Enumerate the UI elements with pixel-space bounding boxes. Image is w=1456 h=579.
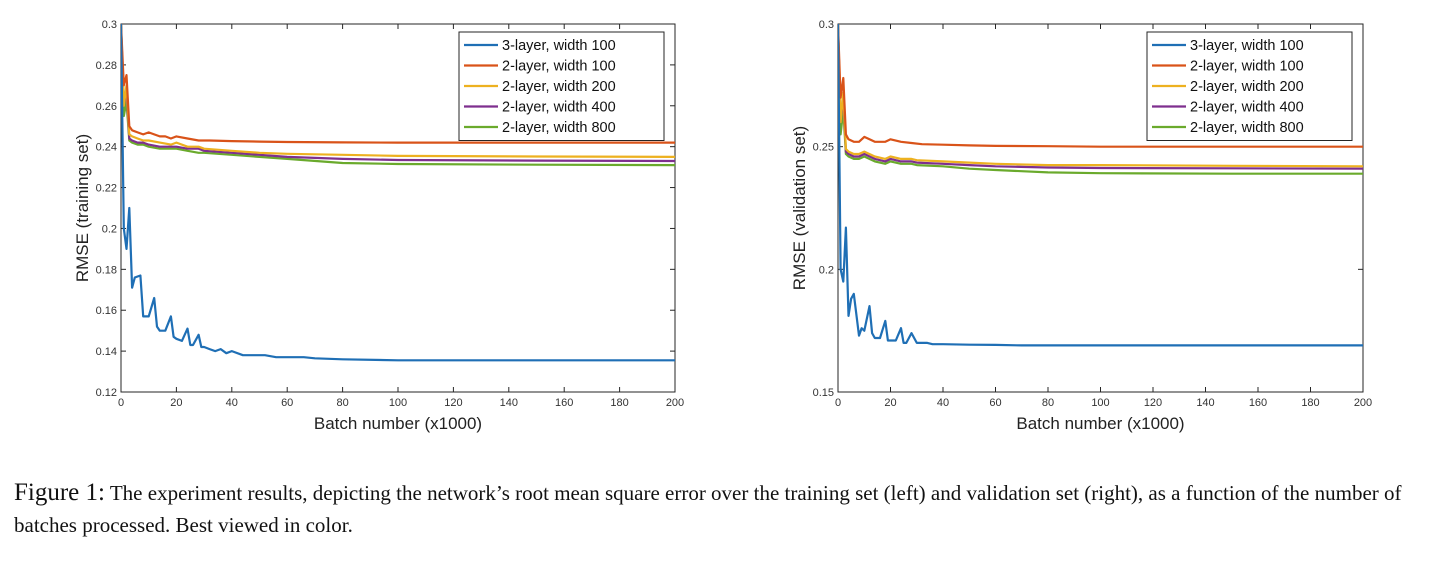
legend-entry: 2-layer, width 100: [502, 59, 616, 75]
y-tick-label: 0.3: [819, 19, 834, 31]
series-line-1: [838, 24, 1363, 148]
series-line-0: [838, 24, 1363, 347]
x-tick-label: 120: [444, 397, 462, 409]
series-lines: [121, 24, 675, 362]
training-rmse-chart: 0 20 40 60 80 100 120 140 160 180 200 0.12 0.14 0.16 0…: [73, 19, 684, 433]
series-line-4: [838, 24, 1363, 175]
y-axis-label: RMSE (validation set): [790, 126, 809, 290]
legend-entry: 3-layer, width 100: [1190, 38, 1304, 54]
x-axis-label: Batch number (x1000): [1016, 414, 1184, 433]
x-tick-label: 20: [884, 397, 896, 409]
x-tick-label: 20: [170, 397, 182, 409]
y-tick-label: 0.26: [96, 101, 117, 113]
y-tick-label: 0.16: [96, 305, 117, 317]
x-tick-label: 160: [1249, 397, 1267, 409]
legend-entry: 2-layer, width 200: [1190, 79, 1304, 95]
validation-rmse-chart: 0 20 40 60 80 100 120 140 160 180 200 0.15 0.2 0.25 0.…: [790, 19, 1372, 433]
x-tick-label: 40: [226, 397, 238, 409]
y-tick-label: 0.2: [102, 223, 117, 235]
x-tick-label: 100: [1091, 397, 1109, 409]
caption-lead: Figure 1:: [14, 479, 105, 506]
x-tick-label: 140: [1196, 397, 1214, 409]
series-line-3: [121, 24, 675, 163]
y-tick-label: 0.2: [819, 264, 834, 276]
y-tick-label: 0.22: [96, 183, 117, 195]
y-tick-label: 0.18: [96, 264, 117, 276]
x-tick-label: 100: [389, 397, 407, 409]
series-lines: [838, 24, 1363, 347]
x-tick-label: 0: [835, 397, 841, 409]
x-tick-label: 40: [937, 397, 949, 409]
y-tick-label: 0.12: [96, 387, 117, 399]
y-tick-label: 0.15: [813, 387, 834, 399]
y-tick-label: 0.3: [102, 19, 117, 31]
x-tick-label: 200: [666, 397, 684, 409]
y-tick-label: 0.24: [96, 142, 117, 154]
series-line-0: [121, 24, 675, 362]
x-tick-label: 80: [1042, 397, 1054, 409]
y-tick-label: 0.25: [813, 142, 834, 154]
legend-entry: 2-layer, width 100: [1190, 59, 1304, 75]
x-axis-label: Batch number (x1000): [314, 414, 482, 433]
y-tick-label: 0.14: [96, 346, 117, 358]
caption-text: The experiment results, depicting the ne…: [14, 481, 1402, 537]
legend-entry: 2-layer, width 400: [1190, 100, 1304, 116]
legend-entry: 2-layer, width 200: [502, 79, 616, 95]
series-line-4: [121, 24, 675, 167]
x-tick-label: 180: [610, 397, 628, 409]
x-tick-label: 120: [1144, 397, 1162, 409]
x-tick-label: 80: [336, 397, 348, 409]
legend: 3-layer, width 100 2-layer, width 100 2-la…: [1146, 31, 1353, 141]
series-line-3: [838, 24, 1363, 170]
figure-caption: Figure 1: The experiment results, depict…: [14, 477, 1444, 541]
legend-entry: 2-layer, width 800: [1190, 120, 1304, 136]
series-line-2: [121, 24, 675, 158]
x-tick-label: 160: [555, 397, 573, 409]
x-tick-label: 200: [1354, 397, 1372, 409]
series-line-2: [838, 24, 1363, 168]
x-tick-label: 60: [989, 397, 1001, 409]
legend: 3-layer, width 100 2-layer, width 100 2-la…: [458, 31, 665, 141]
x-tick-label: 140: [500, 397, 518, 409]
legend-entry: 2-layer, width 800: [502, 120, 616, 136]
x-tick-label: 0: [118, 397, 124, 409]
x-tick-label: 60: [281, 397, 293, 409]
legend-entry: 3-layer, width 100: [502, 38, 616, 54]
y-axis-label: RMSE (training set): [73, 134, 92, 282]
series-line-1: [121, 24, 675, 144]
y-tick-label: 0.28: [96, 60, 117, 72]
legend-entry: 2-layer, width 400: [502, 100, 616, 116]
x-tick-label: 180: [1301, 397, 1319, 409]
